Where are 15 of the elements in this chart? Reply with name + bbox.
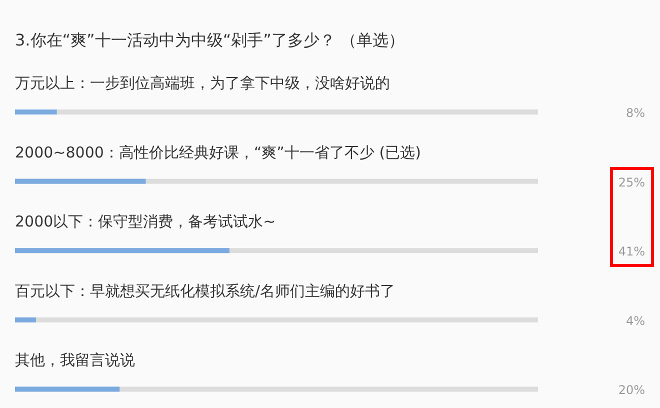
- data-label: 41%: [618, 244, 645, 259]
- bar: [15, 317, 36, 322]
- y-tick-label: 其他，我留言说说: [15, 351, 135, 370]
- bar: [15, 386, 120, 392]
- bar: [15, 110, 57, 114]
- data-label: 8%: [626, 106, 645, 120]
- y-tick-label: 2000以下：保守型消费，备考试试水~: [15, 212, 276, 231]
- y-tick-label: 百元以下：早就想买无纸化模拟系统/名师们主编的好书了: [15, 282, 396, 300]
- y-tick-label: 万元以上：一步到位高端班，为了拿下中级，没啥好说的: [15, 74, 390, 92]
- data-label: 25%: [618, 175, 645, 190]
- data-label: 20%: [618, 383, 645, 398]
- data-label: 4%: [626, 314, 645, 328]
- y-tick-label: 2000~8000：高性价比经典好课，“爽”十一省了不少 (已选): [15, 143, 421, 162]
- chart-title: 3.你在“爽”十一活动中为中级“剁手”了多少？ （单选）: [15, 30, 405, 50]
- bar: [15, 178, 146, 184]
